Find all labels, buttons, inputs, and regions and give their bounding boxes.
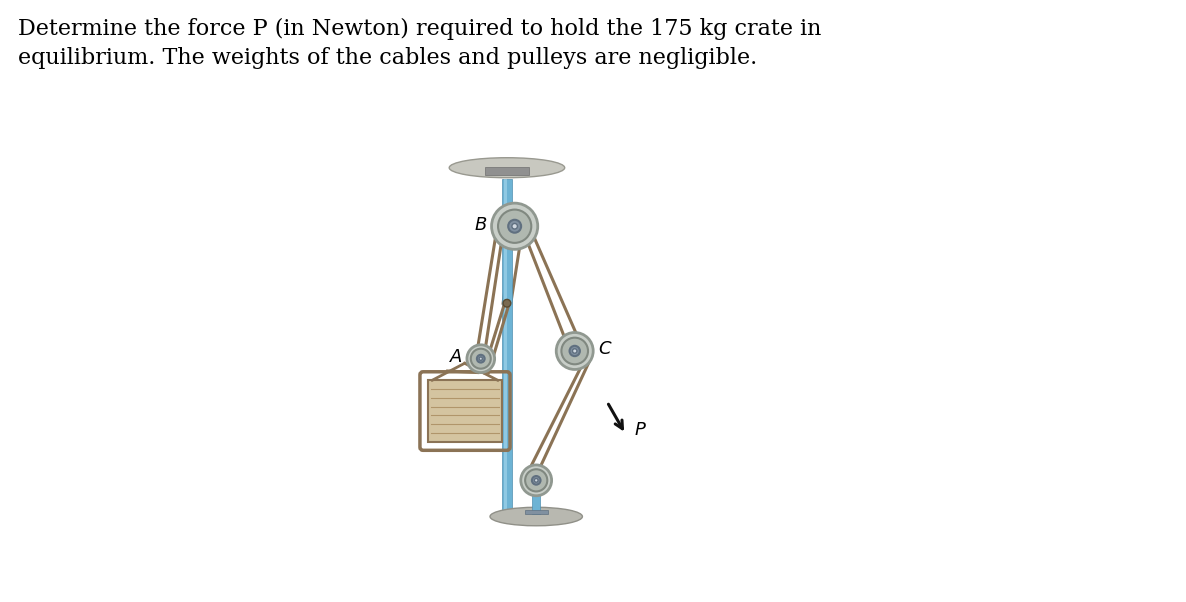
- Circle shape: [569, 346, 580, 356]
- Text: Determine the force P (in Newton) required to hold the 175 kg crate in
equilibri: Determine the force P (in Newton) requir…: [18, 18, 821, 69]
- Circle shape: [535, 479, 538, 482]
- Bar: [428, 380, 502, 442]
- Circle shape: [531, 476, 541, 485]
- Text: P: P: [635, 421, 645, 438]
- Circle shape: [508, 220, 521, 233]
- Circle shape: [512, 223, 517, 229]
- Circle shape: [467, 345, 495, 373]
- Circle shape: [525, 469, 547, 491]
- Bar: [503, 179, 512, 513]
- Circle shape: [471, 349, 491, 368]
- Bar: [533, 492, 540, 514]
- Ellipse shape: [490, 507, 582, 526]
- Circle shape: [561, 338, 588, 364]
- Bar: [524, 510, 548, 514]
- Circle shape: [573, 349, 576, 353]
- Text: C: C: [598, 341, 611, 358]
- Text: A: A: [449, 348, 463, 366]
- Ellipse shape: [449, 158, 565, 178]
- Bar: [504, 179, 506, 513]
- Circle shape: [498, 209, 531, 243]
- Circle shape: [491, 203, 537, 249]
- Text: B: B: [474, 216, 487, 234]
- Circle shape: [477, 355, 485, 362]
- Circle shape: [521, 465, 551, 495]
- Circle shape: [503, 299, 511, 307]
- Circle shape: [556, 332, 593, 370]
- Circle shape: [479, 357, 483, 361]
- Bar: [485, 167, 529, 175]
